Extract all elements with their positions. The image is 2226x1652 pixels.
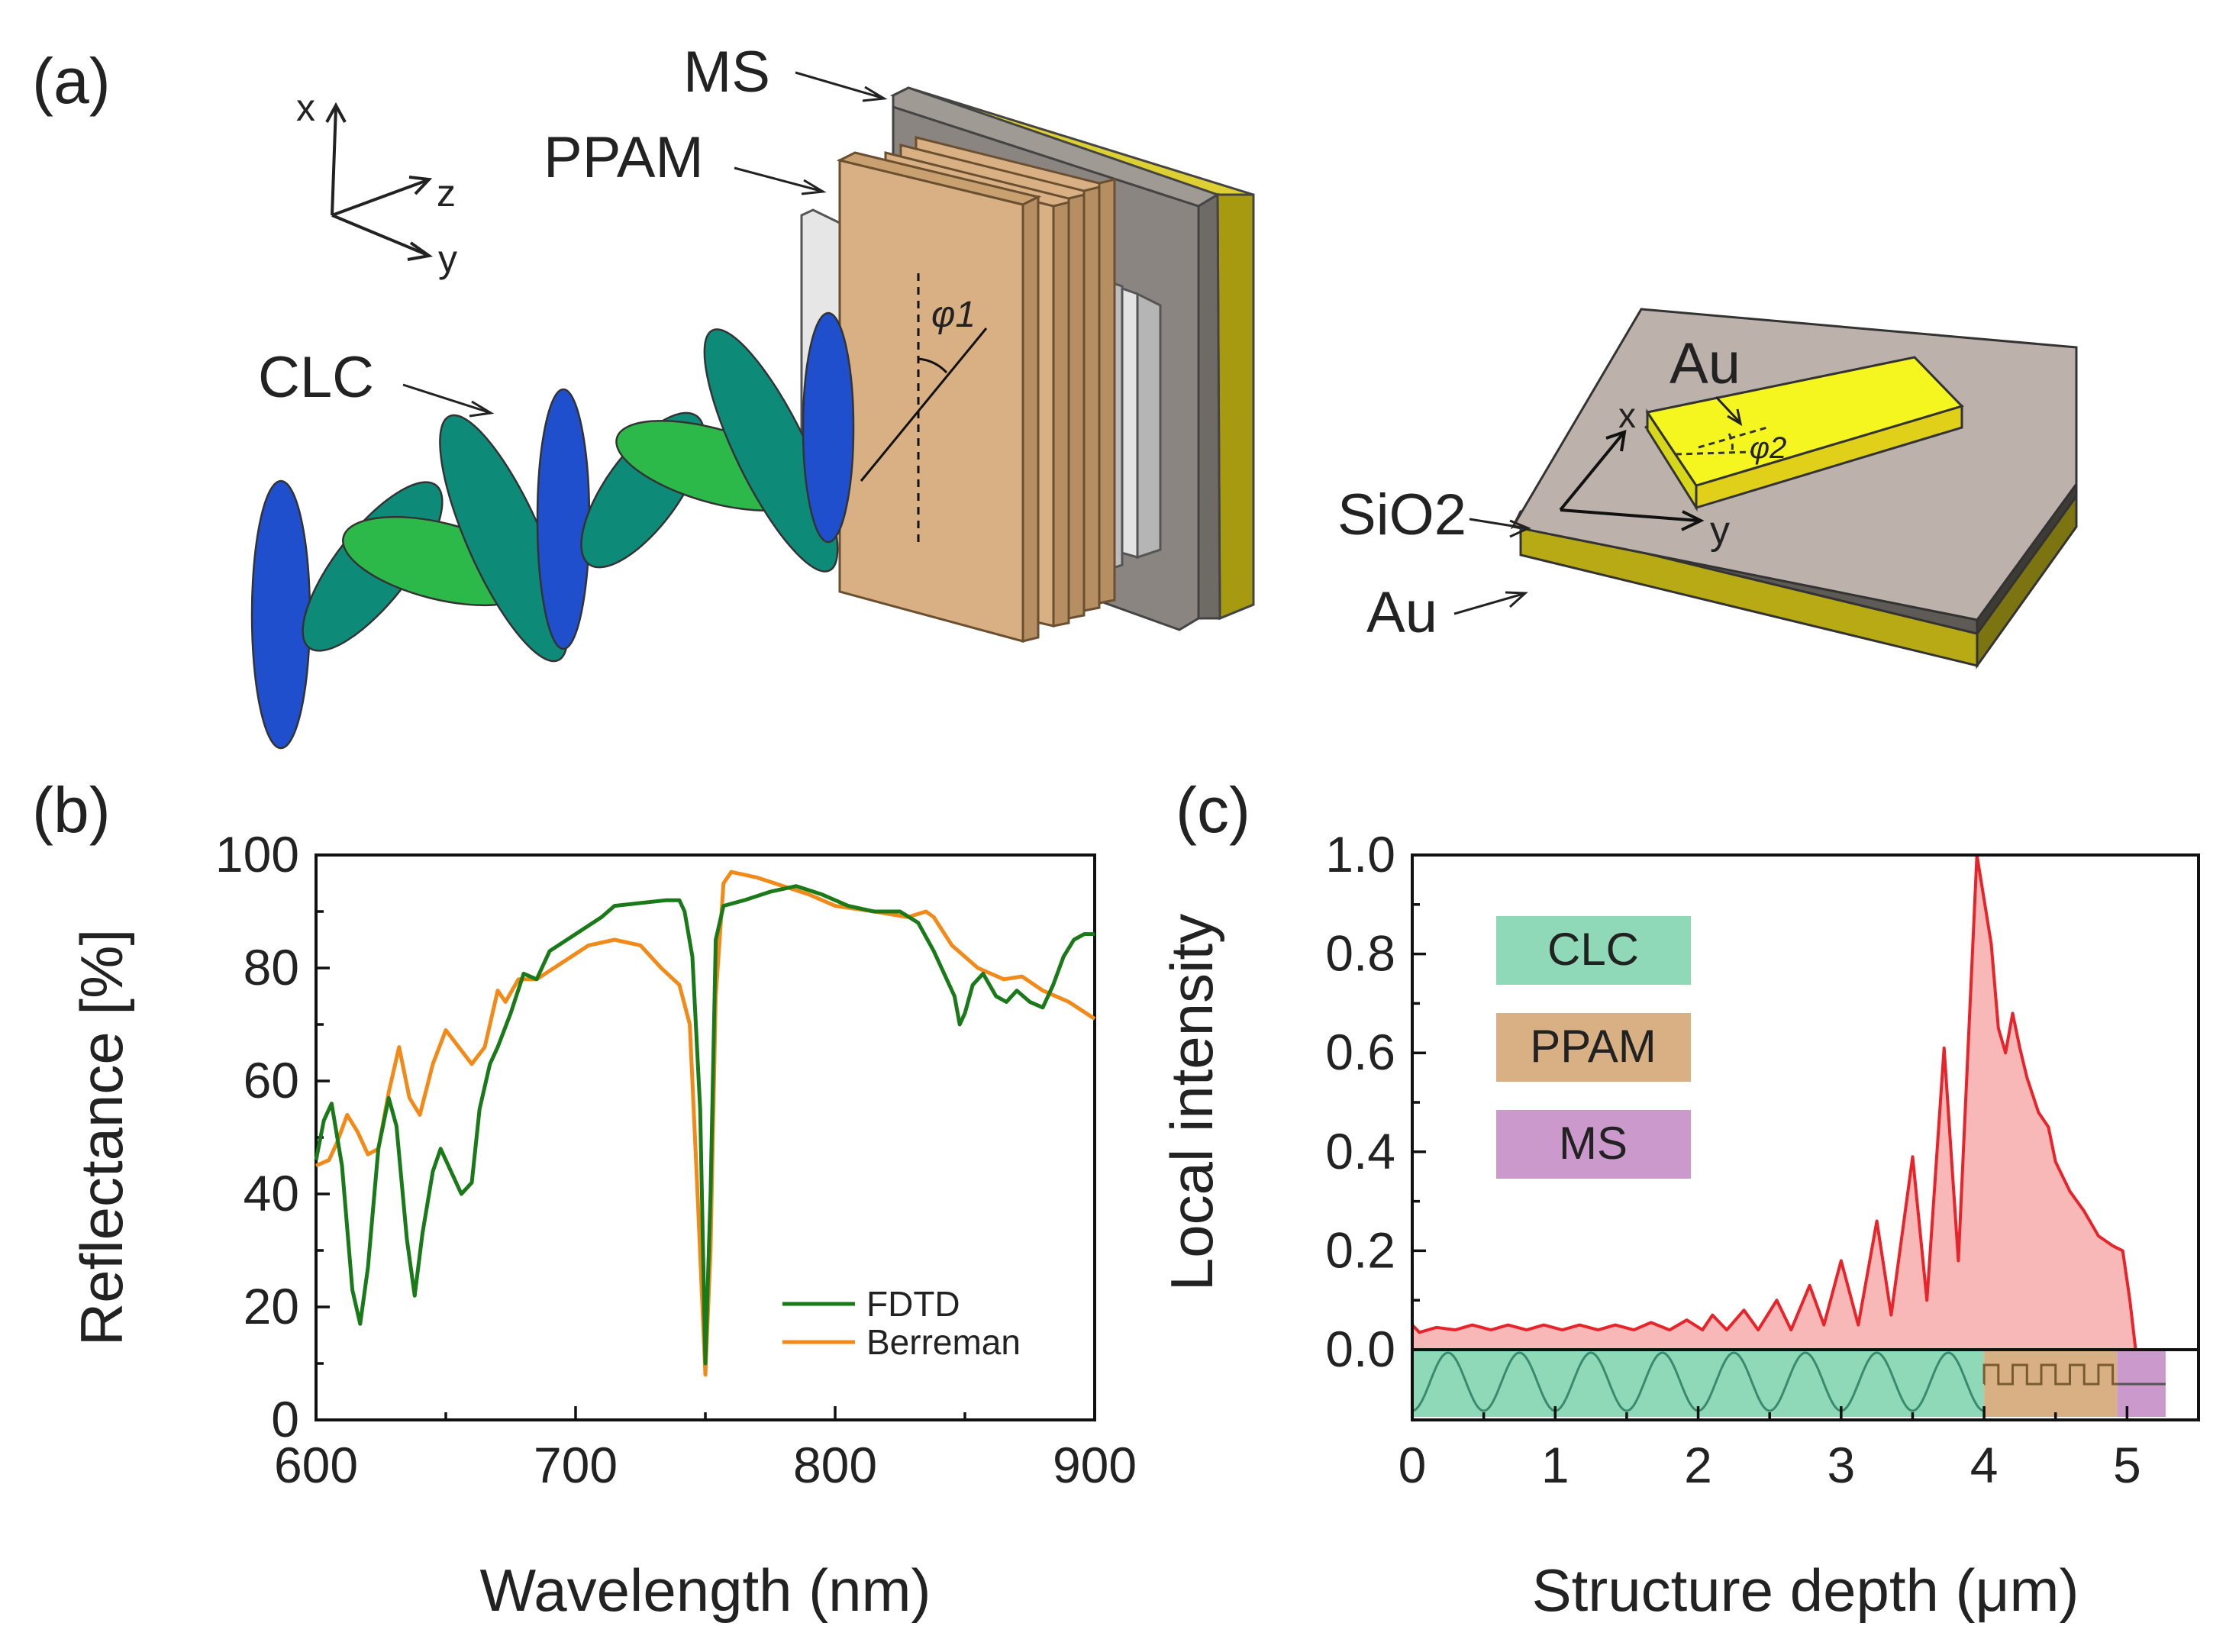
intensity-chart: 0 1 2 3 4 5 0.0 0.2 0.4 0.6 0.8 1.0 Structure depth … bbox=[1158, 826, 2200, 1624]
y-tick-label: 0.4 bbox=[1325, 1123, 1395, 1179]
clc-molecule bbox=[250, 479, 311, 750]
x-tick-label: 4 bbox=[1970, 1437, 1999, 1493]
inset-y-label: y bbox=[1710, 508, 1730, 553]
legend-label-berreman: Berreman bbox=[866, 1322, 1021, 1362]
ms-label: MS bbox=[683, 40, 770, 105]
x-tick-label: 800 bbox=[793, 1437, 877, 1493]
inset-y-arrowhead bbox=[1681, 510, 1705, 531]
legend-box-ppam bbox=[1496, 1013, 1691, 1082]
phi1-director-line bbox=[860, 327, 988, 482]
phi2-label: φ2 bbox=[1750, 431, 1786, 465]
z-axis-arrow bbox=[331, 179, 428, 217]
legend-label-ppam: PPAM bbox=[1530, 1021, 1657, 1072]
ppam-trace bbox=[1982, 1363, 2118, 1386]
inset-axes bbox=[1559, 430, 1705, 531]
y-tick-label: 80 bbox=[244, 939, 299, 995]
inset-x-label: x bbox=[1618, 395, 1636, 435]
axis-x-label: x bbox=[296, 86, 315, 129]
panel-label-b: (b) bbox=[32, 774, 111, 846]
x-axis-title: Structure depth (μm) bbox=[1532, 1557, 2079, 1624]
panel-a: (a) x z y bbox=[32, 40, 2078, 750]
series-line-berreman bbox=[315, 870, 1096, 1377]
inset-x-arrowhead bbox=[1605, 430, 1627, 452]
x-tick-label: 600 bbox=[274, 1437, 358, 1493]
phi1-label: φ1 bbox=[931, 295, 976, 335]
panel-b: (b) 600 700 800 900 0 20 40 60 80 100 Wavelength (… bbox=[32, 774, 1137, 1624]
legend-label-clc: CLC bbox=[1547, 924, 1639, 975]
phi2-indicator bbox=[1675, 426, 1768, 456]
inset-x-axis bbox=[1559, 432, 1624, 511]
structure-segment-clc bbox=[1412, 1350, 1985, 1417]
panel-label-c: (c) bbox=[1176, 774, 1250, 846]
x-tick-label: 1 bbox=[1541, 1437, 1569, 1493]
y-tick-label: 1.0 bbox=[1325, 826, 1395, 882]
y-tick-label: 0.8 bbox=[1325, 925, 1395, 982]
ppam-stack bbox=[836, 136, 1116, 643]
reflectance-chart: 600 700 800 900 0 20 40 60 80 100 Wavelength (nm) R… bbox=[68, 826, 1137, 1624]
phi1-indicator: φ1 bbox=[860, 273, 988, 542]
clc-pointer bbox=[402, 383, 489, 414]
y-arrowhead bbox=[407, 241, 434, 261]
y-tick-label: 20 bbox=[244, 1278, 299, 1334]
series-line-fdtd bbox=[314, 884, 1095, 1366]
sio2-label: SiO2 bbox=[1337, 482, 1466, 547]
au-bottom-arrowhead bbox=[1505, 591, 1528, 608]
ms-pointer bbox=[795, 71, 882, 99]
clc-label: CLC bbox=[258, 345, 374, 410]
axis-z-label: z bbox=[437, 172, 456, 215]
x-tick-label: 0 bbox=[1399, 1437, 1427, 1493]
x-arrowhead bbox=[325, 102, 347, 123]
sio2-arrowhead bbox=[1509, 519, 1531, 538]
legend-box-clc bbox=[1496, 916, 1691, 985]
x-tick-label: 3 bbox=[1827, 1437, 1855, 1493]
x-tick-label: 5 bbox=[2113, 1437, 2141, 1493]
au-top-arrowhead bbox=[1727, 408, 1743, 427]
y-tick-label: 0.2 bbox=[1325, 1221, 1395, 1278]
x-axis-title: Wavelength (nm) bbox=[480, 1557, 931, 1624]
x-tick-label: 2 bbox=[1684, 1437, 1712, 1493]
clc-molecule bbox=[536, 388, 591, 650]
legend-box-ms bbox=[1496, 1110, 1691, 1179]
ppam-pointer bbox=[734, 166, 821, 192]
clc-helix bbox=[250, 311, 855, 750]
y-axis-arrow bbox=[331, 214, 428, 257]
panel-c: (c) 0 1 2 3 4 5 0.0 0.2 0.4 0.6 0.8 1.0 Structure de… bbox=[1158, 774, 2200, 1624]
y-tick-label: 60 bbox=[244, 1052, 299, 1108]
y-tick-label: 0.0 bbox=[1325, 1321, 1395, 1377]
au-top-label: Au bbox=[1670, 331, 1740, 396]
y-tick-label: 0.6 bbox=[1325, 1024, 1395, 1080]
x-tick-label: 700 bbox=[534, 1437, 618, 1493]
panel-label-a: (a) bbox=[32, 45, 111, 117]
axis-y-label: y bbox=[438, 237, 457, 280]
x-axis-arrow bbox=[331, 106, 337, 216]
y-axis-title: Local intensity bbox=[1158, 914, 1225, 1291]
ms-arrowhead bbox=[862, 86, 888, 102]
phi1-arc bbox=[918, 357, 948, 374]
axis-triad bbox=[325, 102, 434, 261]
clc-arrowhead bbox=[469, 400, 495, 418]
ppam-arrowhead bbox=[801, 179, 827, 195]
intensity-line bbox=[1411, 853, 2137, 1350]
y-tick-label: 40 bbox=[244, 1165, 299, 1221]
sio2-pointer bbox=[1469, 518, 1528, 530]
ms-unit-cell bbox=[1510, 308, 2078, 670]
z-arrowhead bbox=[408, 176, 433, 195]
y-tick-label: 100 bbox=[215, 826, 299, 882]
clc-molecule bbox=[802, 311, 855, 544]
au-bar-top bbox=[1645, 356, 1964, 487]
y-tick-label: 0 bbox=[271, 1391, 299, 1447]
x-tick-label: 900 bbox=[1053, 1437, 1137, 1493]
au-top-pointer bbox=[1715, 395, 1740, 423]
inset-y-axis bbox=[1560, 508, 1699, 522]
au-bottom-pointer bbox=[1453, 592, 1524, 615]
y-axis-title: Reflectance [%] bbox=[68, 929, 135, 1346]
legend-label-fdtd: FDTD bbox=[866, 1284, 960, 1324]
ppam-label: PPAM bbox=[544, 125, 704, 190]
legend-label-ms: MS bbox=[1559, 1118, 1628, 1169]
plot-frame bbox=[1411, 853, 2200, 1421]
au-bottom-label: Au bbox=[1366, 580, 1437, 645]
